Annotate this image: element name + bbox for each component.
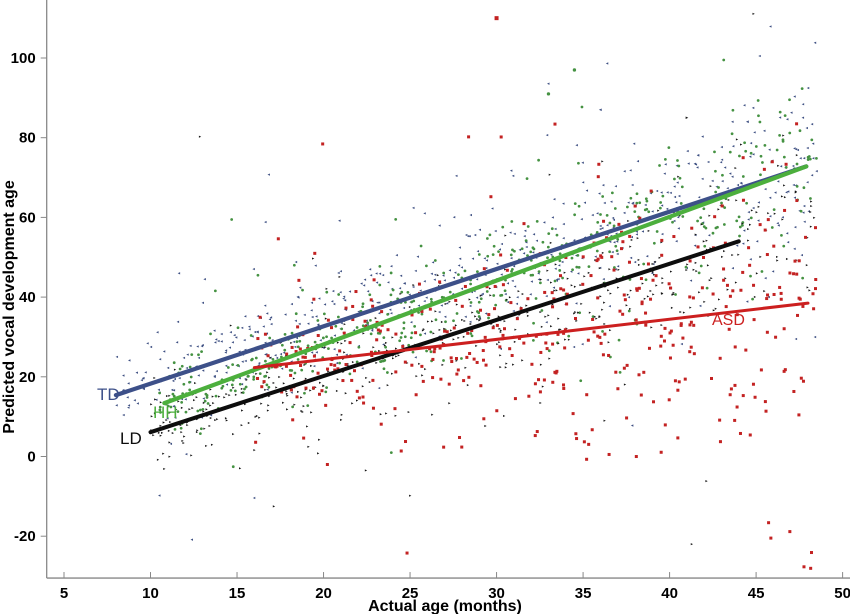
svg-text:80: 80 <box>19 130 36 147</box>
svg-text:40: 40 <box>19 289 36 306</box>
svg-text:50: 50 <box>834 585 850 602</box>
svg-text:15: 15 <box>229 585 246 602</box>
svg-text:60: 60 <box>19 209 36 226</box>
svg-text:0: 0 <box>27 449 35 466</box>
svg-text:5: 5 <box>60 585 68 602</box>
svg-text:45: 45 <box>748 585 765 602</box>
svg-text:LD: LD <box>120 429 142 448</box>
svg-text:35: 35 <box>575 585 592 602</box>
svg-text:10: 10 <box>142 585 159 602</box>
svg-text:40: 40 <box>661 585 678 602</box>
svg-text:-20: -20 <box>14 528 36 545</box>
svg-text:HH: HH <box>153 403 178 422</box>
svg-text:Actual age (months): Actual age (months) <box>368 598 522 614</box>
svg-text:100: 100 <box>11 50 36 67</box>
svg-text:20: 20 <box>19 369 36 386</box>
svg-text:TD: TD <box>97 385 120 404</box>
svg-text:ASD: ASD <box>712 312 745 329</box>
svg-text:Predicted vocal development ag: Predicted vocal development age <box>1 180 18 434</box>
svg-text:20: 20 <box>315 585 332 602</box>
